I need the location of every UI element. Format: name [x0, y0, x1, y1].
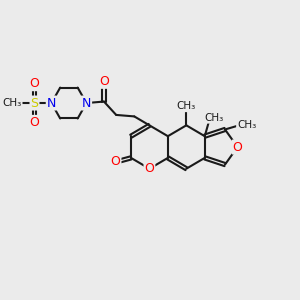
- Text: O: O: [111, 155, 121, 168]
- Text: CH₃: CH₃: [2, 98, 22, 108]
- Text: N: N: [47, 97, 56, 110]
- Text: S: S: [31, 97, 38, 110]
- Text: CH₃: CH₃: [237, 120, 256, 130]
- Text: N: N: [82, 97, 91, 110]
- Text: O: O: [30, 77, 39, 90]
- Text: CH₃: CH₃: [205, 113, 224, 123]
- Text: O: O: [232, 140, 242, 154]
- Text: O: O: [30, 116, 39, 129]
- Text: O: O: [99, 75, 109, 88]
- Text: O: O: [145, 162, 154, 175]
- Text: CH₃: CH₃: [177, 101, 196, 111]
